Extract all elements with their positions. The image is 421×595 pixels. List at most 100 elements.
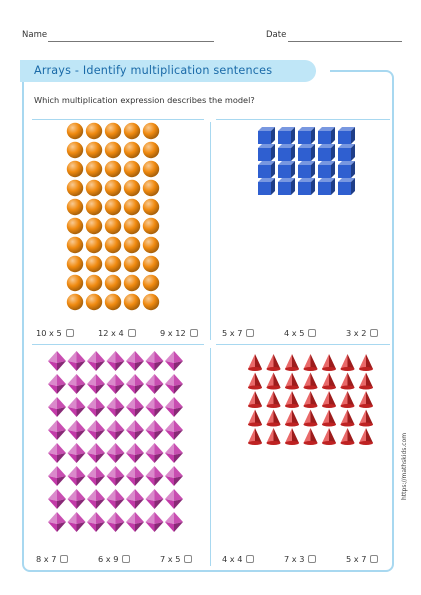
octahedron	[106, 466, 125, 486]
octahedron	[87, 374, 105, 394]
worksheet-title: Arrays - Identify multiplication sentenc…	[34, 64, 273, 77]
cone	[303, 372, 318, 390]
sphere	[104, 141, 122, 159]
checkbox[interactable]	[122, 555, 131, 563]
cube	[318, 161, 335, 178]
name-field[interactable]	[48, 41, 214, 42]
cone	[322, 428, 336, 445]
cube	[338, 127, 355, 144]
octahedron	[48, 489, 66, 509]
checkbox[interactable]	[184, 555, 193, 563]
answer-option[interactable]: 7 x 5	[160, 554, 193, 564]
sphere	[85, 274, 103, 292]
octahedron	[165, 512, 183, 532]
panel-divider	[32, 344, 204, 345]
cone	[248, 409, 262, 427]
octahedron	[48, 443, 66, 463]
octahedron	[126, 443, 144, 463]
sphere	[142, 122, 160, 140]
cone	[248, 391, 262, 408]
answer-option[interactable]: 7 x 3	[284, 554, 317, 564]
octahedron	[67, 466, 86, 486]
sphere	[123, 198, 141, 216]
checkbox[interactable]	[65, 329, 74, 337]
cube	[318, 144, 335, 161]
octahedron	[67, 397, 86, 417]
checkbox[interactable]	[189, 329, 198, 337]
sphere	[85, 198, 103, 216]
answer-option[interactable]: 6 x 9	[98, 554, 131, 564]
answer-option[interactable]: 9 x 12	[160, 328, 198, 338]
cone	[340, 354, 355, 371]
octahedron	[145, 489, 164, 509]
panel-divider	[210, 348, 211, 566]
checkbox[interactable]	[308, 329, 317, 337]
sphere	[123, 236, 141, 254]
octahedron	[67, 351, 86, 371]
sphere	[66, 217, 84, 235]
sphere	[85, 236, 103, 254]
octahedron	[145, 351, 164, 371]
sphere	[104, 122, 122, 140]
sphere	[142, 274, 160, 292]
sphere	[66, 293, 84, 311]
octahedron	[67, 443, 86, 463]
sphere	[142, 255, 160, 273]
octahedron	[48, 466, 66, 486]
sphere	[85, 255, 103, 273]
checkbox[interactable]	[246, 555, 255, 563]
panel-divider	[210, 122, 211, 340]
sphere	[123, 160, 141, 178]
cone	[322, 354, 336, 371]
octahedron	[48, 420, 66, 440]
answer-option[interactable]: 4 x 4	[222, 554, 255, 564]
sphere	[142, 160, 160, 178]
checkbox[interactable]	[246, 329, 255, 337]
octahedron	[165, 351, 183, 371]
sphere	[104, 217, 122, 235]
checkbox[interactable]	[308, 555, 317, 563]
cube	[258, 161, 275, 178]
octahedron	[87, 443, 105, 463]
sphere	[66, 141, 84, 159]
pink-octahedrons-model	[48, 351, 183, 532]
cone	[359, 428, 373, 445]
answer-option[interactable]: 8 x 7	[36, 554, 69, 564]
cone	[285, 409, 299, 427]
octahedron	[106, 374, 125, 394]
sphere	[85, 179, 103, 197]
cone	[359, 391, 373, 408]
octahedron	[48, 397, 66, 417]
cube	[278, 144, 295, 161]
octahedron	[126, 466, 144, 486]
sphere	[104, 274, 122, 292]
sphere	[66, 198, 84, 216]
octahedron	[126, 351, 144, 371]
octahedron	[106, 443, 125, 463]
cone	[303, 409, 318, 427]
checkbox[interactable]	[370, 329, 379, 337]
cone	[303, 391, 318, 408]
answer-option[interactable]: 10 x 5	[36, 328, 74, 338]
cone	[285, 428, 299, 445]
cone	[322, 409, 336, 427]
answer-option[interactable]: 5 x 7	[346, 554, 379, 564]
blue-cubes-model	[258, 127, 355, 195]
answer-option[interactable]: 3 x 2	[346, 328, 379, 338]
sphere	[104, 255, 122, 273]
octahedron	[126, 420, 144, 440]
answer-option[interactable]: 5 x 7	[222, 328, 255, 338]
date-field[interactable]	[288, 41, 402, 42]
answer-option[interactable]: 4 x 5	[284, 328, 317, 338]
answer-option[interactable]: 12 x 4	[98, 328, 136, 338]
checkbox[interactable]	[60, 555, 69, 563]
cube	[318, 178, 335, 195]
sphere	[66, 255, 84, 273]
sphere	[66, 122, 84, 140]
checkbox[interactable]	[370, 555, 379, 563]
checkbox[interactable]	[127, 329, 136, 337]
octahedron	[67, 374, 86, 394]
octahedron	[87, 512, 105, 532]
cone	[340, 372, 355, 390]
sphere	[123, 274, 141, 292]
